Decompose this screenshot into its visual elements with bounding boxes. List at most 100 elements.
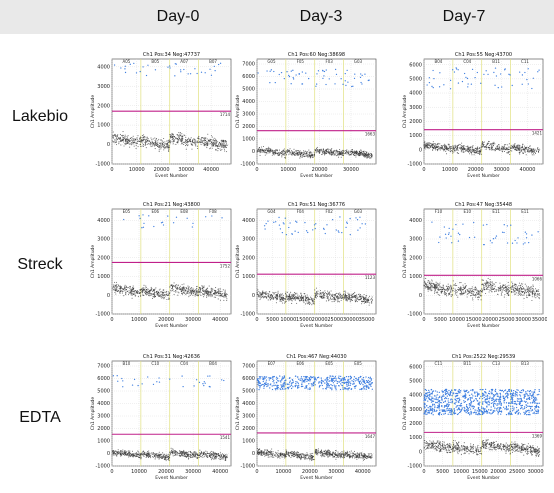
x-tick-label: 10000	[449, 317, 465, 323]
droplet-negative	[261, 148, 263, 150]
droplet-negative	[139, 292, 141, 294]
droplet-negative	[316, 147, 318, 149]
droplet-negative	[140, 294, 142, 296]
droplet-negative	[507, 293, 509, 295]
droplet-positive	[334, 68, 337, 71]
droplet-negative	[130, 456, 132, 458]
droplet-negative	[531, 290, 533, 293]
droplet-negative	[337, 297, 340, 299]
droplet-negative	[279, 153, 281, 155]
droplet-positive	[161, 221, 164, 223]
droplet-negative	[142, 145, 145, 147]
droplet-negative	[368, 304, 370, 306]
droplet-negative	[292, 294, 294, 296]
droplet-negative	[222, 289, 224, 291]
droplet-negative	[221, 140, 223, 142]
droplet-negative	[217, 288, 219, 290]
droplet-negative	[490, 143, 492, 145]
droplet-positive	[334, 83, 336, 85]
droplet-negative	[187, 287, 189, 289]
droplet-negative	[424, 281, 426, 283]
droplet-positive	[204, 72, 206, 74]
droplet-negative	[449, 148, 451, 150]
droplet-negative	[224, 146, 226, 148]
droplet-negative	[316, 291, 318, 293]
droplet-negative	[261, 149, 263, 151]
droplet-negative	[324, 292, 326, 294]
threshold-label: 1123	[365, 275, 376, 280]
y-tick-label: -1000	[407, 312, 422, 318]
droplet-positive	[295, 74, 297, 76]
droplet-negative	[533, 291, 535, 293]
droplet-negative	[221, 290, 223, 293]
droplet-negative	[498, 144, 500, 146]
droplet-negative	[518, 149, 520, 151]
droplet-negative	[159, 144, 162, 146]
droplet-negative	[113, 141, 115, 143]
droplet-negative	[277, 298, 279, 300]
droplet-negative	[143, 290, 145, 292]
droplet-positive	[323, 70, 326, 73]
droplet-negative	[177, 294, 179, 296]
droplet-negative	[428, 147, 430, 150]
droplet-negative	[284, 150, 286, 153]
droplet-negative	[206, 451, 208, 453]
droplet-positive	[213, 65, 215, 68]
droplet-negative	[181, 287, 183, 289]
droplet-negative	[454, 145, 456, 147]
droplet-negative	[365, 298, 367, 300]
droplet-negative	[276, 149, 278, 151]
droplet-positive	[141, 227, 143, 229]
well-label: F10	[435, 209, 443, 214]
droplet-negative	[532, 149, 534, 151]
droplet-negative	[340, 151, 342, 153]
droplet-negative	[199, 138, 201, 140]
droplet-negative	[278, 296, 280, 298]
droplet-negative	[512, 147, 514, 149]
droplet-negative	[456, 147, 458, 149]
droplet-positive	[503, 224, 505, 226]
droplet-positive	[314, 227, 316, 230]
droplet-negative	[526, 294, 528, 296]
droplet-positive	[124, 71, 127, 74]
droplet-negative	[327, 296, 329, 299]
droplet-positive	[143, 222, 145, 225]
droplet-negative	[448, 287, 450, 289]
droplet-negative	[330, 149, 332, 151]
droplet-negative	[489, 289, 491, 291]
droplet-negative	[166, 147, 168, 149]
droplet-negative	[342, 296, 344, 298]
droplet-negative	[357, 299, 360, 301]
droplet-negative	[458, 152, 460, 154]
droplet-negative	[131, 450, 134, 452]
droplet-negative	[203, 290, 205, 292]
droplet-negative	[482, 290, 484, 292]
droplet-positive	[286, 71, 288, 73]
droplet-negative	[532, 288, 534, 290]
droplet-negative	[528, 150, 530, 152]
x-tick-label: 30000	[343, 167, 359, 173]
droplet-positive	[527, 83, 529, 85]
droplet-positive	[342, 83, 344, 85]
droplet-negative	[293, 298, 295, 300]
droplet-negative	[446, 290, 448, 292]
droplet-positive	[531, 234, 533, 236]
droplet-negative	[327, 293, 329, 295]
droplet-negative	[502, 151, 504, 153]
droplet-negative	[166, 455, 168, 457]
droplet-negative	[446, 288, 448, 291]
droplet-positive	[443, 84, 445, 86]
droplet-negative	[125, 143, 127, 145]
droplet-negative	[490, 283, 492, 285]
droplet-negative	[114, 291, 116, 294]
droplet-negative	[494, 290, 496, 292]
droplet-negative	[259, 154, 261, 156]
droplet-negative	[526, 287, 528, 289]
droplet-negative	[510, 291, 512, 293]
droplet-negative	[146, 139, 148, 141]
droplet-negative	[156, 144, 158, 146]
droplet-negative	[351, 149, 354, 151]
droplet-positive	[525, 237, 528, 239]
droplet-negative	[468, 151, 470, 153]
y-tick-label: 4000	[97, 64, 110, 70]
